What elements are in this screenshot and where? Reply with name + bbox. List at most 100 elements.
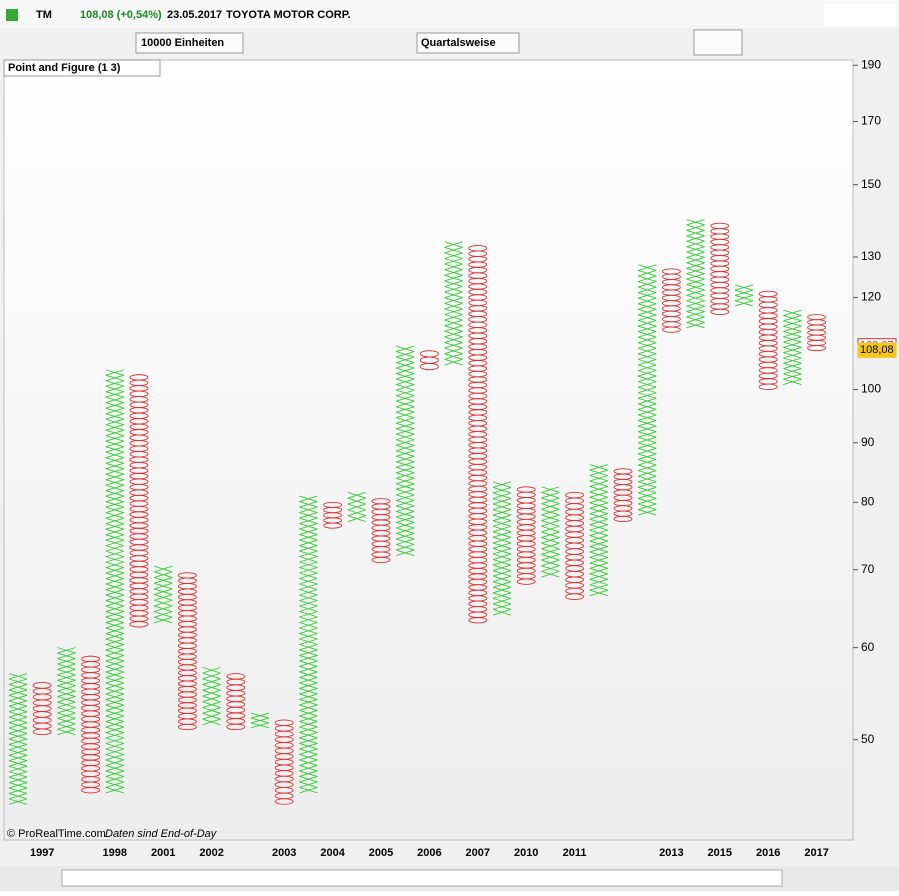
x-box <box>154 582 173 590</box>
x-box <box>589 491 608 498</box>
x-box <box>541 514 560 522</box>
x-box <box>396 378 415 386</box>
x-box <box>686 229 705 237</box>
chart-type-button[interactable] <box>693 29 743 56</box>
x-box <box>299 605 318 612</box>
x-tick-label: 2011 <box>563 847 587 859</box>
x-box <box>105 616 124 624</box>
x-box <box>396 477 415 485</box>
x-box <box>299 644 318 651</box>
x-box <box>299 754 318 761</box>
x-box <box>8 684 28 691</box>
x-box <box>444 280 463 287</box>
x-box <box>8 722 28 729</box>
x-box <box>444 274 463 282</box>
x-box <box>589 567 608 575</box>
x-box <box>105 660 124 667</box>
box-size-dropdown[interactable] <box>135 32 244 54</box>
x-box <box>105 726 124 733</box>
x-box <box>589 480 608 487</box>
x-box <box>105 671 124 678</box>
period-dropdown[interactable] <box>416 32 520 54</box>
x-box <box>492 503 512 511</box>
x-box <box>154 565 173 573</box>
scrollbar[interactable] <box>61 869 783 887</box>
x-box <box>299 517 318 524</box>
x-box <box>57 723 76 730</box>
x-box <box>8 700 28 707</box>
x-box <box>492 514 512 522</box>
plot-area <box>3 59 854 841</box>
pnf-column <box>541 486 560 578</box>
x-box <box>250 717 270 724</box>
x-box <box>105 429 124 437</box>
x-box <box>396 494 415 501</box>
symbol[interactable]: TM <box>36 9 52 21</box>
x-box <box>105 781 124 788</box>
x-box <box>638 453 657 460</box>
o-box <box>129 621 149 628</box>
x-box <box>299 666 318 673</box>
pnf-column <box>154 565 173 624</box>
x-box <box>444 358 463 366</box>
x-box <box>299 759 318 766</box>
x-box <box>396 428 415 435</box>
x-box <box>783 331 802 338</box>
x-box <box>299 589 318 596</box>
x-box <box>299 561 318 568</box>
x-box <box>396 483 415 490</box>
x-box <box>638 264 657 271</box>
x-box <box>638 275 657 282</box>
x-box <box>299 523 318 530</box>
x-box <box>638 342 657 349</box>
x-box <box>638 314 657 321</box>
x-box <box>783 320 802 327</box>
o-box <box>419 362 439 371</box>
x-box <box>638 442 657 449</box>
x-box <box>444 353 463 360</box>
x-box <box>202 695 221 703</box>
copyright: © ProRealTime.com <box>7 828 106 840</box>
x-box <box>444 330 463 338</box>
x-box <box>105 561 124 569</box>
x-box <box>202 672 221 680</box>
x-box <box>299 627 318 634</box>
x-box <box>638 408 657 416</box>
x-box <box>686 273 705 280</box>
x-box <box>686 267 705 275</box>
x-box <box>589 524 608 531</box>
x-box <box>202 666 221 674</box>
x-box <box>57 696 76 703</box>
x-box <box>299 501 318 508</box>
x-box <box>589 573 608 580</box>
x-box <box>105 649 124 656</box>
x-box <box>396 499 415 507</box>
o-box <box>32 728 52 736</box>
y-tick-label: 190 <box>861 57 881 71</box>
x-box <box>686 294 705 302</box>
x-box <box>396 510 415 518</box>
x-box <box>444 252 463 259</box>
x-box <box>638 425 657 433</box>
x-box <box>783 362 802 370</box>
x-box <box>396 505 415 512</box>
pnf-column <box>661 268 681 333</box>
x-box <box>541 559 560 567</box>
pnf-column <box>177 572 197 731</box>
x-box <box>396 538 415 545</box>
x-box <box>638 292 657 299</box>
x-box <box>105 627 124 635</box>
pnf-column <box>710 222 730 316</box>
x-box <box>638 475 657 483</box>
x-box <box>686 251 705 258</box>
x-box <box>444 286 463 293</box>
x-box <box>105 506 124 514</box>
x-box <box>638 397 657 405</box>
x-box <box>638 459 657 466</box>
x-box <box>299 655 318 662</box>
window-controls[interactable] <box>824 4 896 26</box>
x-box <box>638 269 657 277</box>
x-box <box>347 503 366 511</box>
x-box <box>105 737 124 744</box>
x-box <box>396 411 415 419</box>
